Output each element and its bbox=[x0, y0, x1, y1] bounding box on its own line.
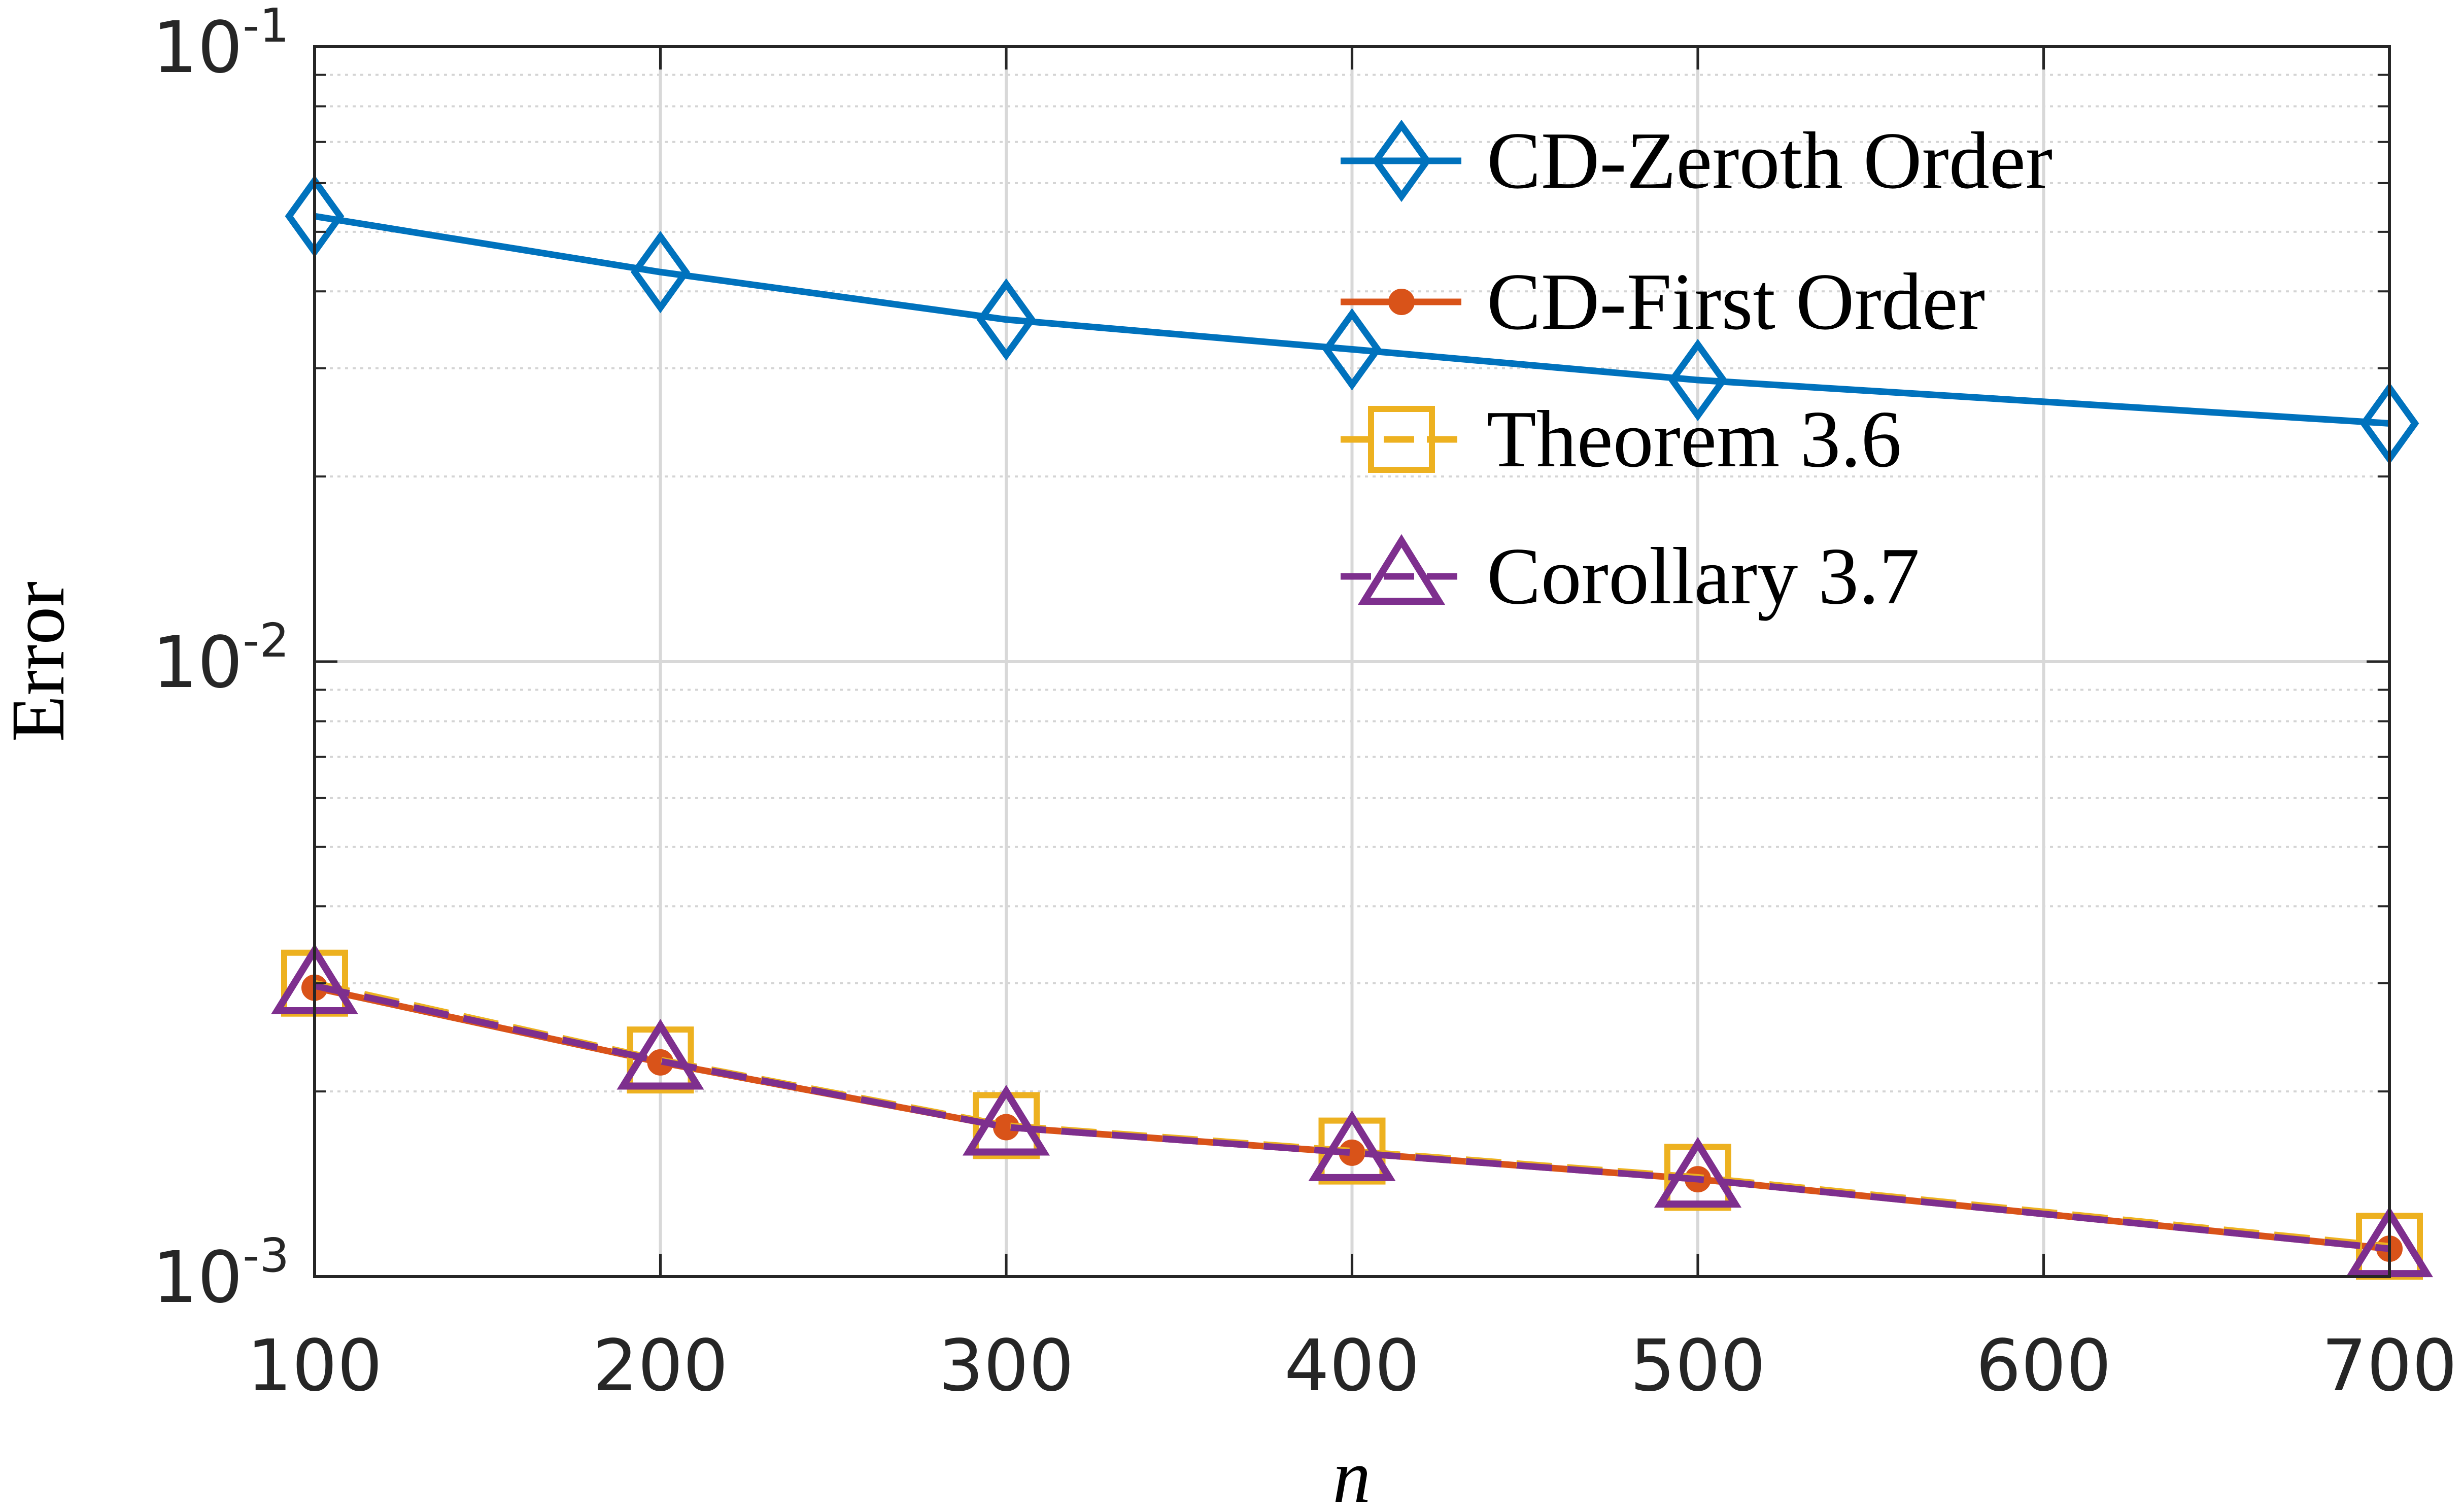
grid bbox=[315, 47, 2389, 1277]
triangle-marker bbox=[1357, 534, 1446, 605]
legend-label: Corollary 3.7 bbox=[1487, 531, 1920, 621]
x-tick-label: 500 bbox=[1630, 1325, 1765, 1407]
legend: CD-Zeroth Order CD-First Order Theorem 3.6… bbox=[1341, 115, 2052, 621]
dot-marker bbox=[1388, 289, 1415, 315]
x-tick-label: 300 bbox=[938, 1325, 1074, 1407]
triangle-marker bbox=[1654, 1137, 1742, 1208]
diamond-marker bbox=[976, 278, 1036, 361]
x-tick-label: 100 bbox=[247, 1325, 382, 1407]
square-marker bbox=[1368, 406, 1435, 473]
triangle-marker bbox=[617, 1019, 704, 1090]
legend-label: CD-Zeroth Order bbox=[1487, 115, 2052, 205]
y-tick-label: 10-1 bbox=[152, 0, 289, 89]
x-tick-label: 400 bbox=[1284, 1325, 1420, 1407]
legend-label: Theorem 3.6 bbox=[1487, 394, 1902, 484]
x-tick-label: 200 bbox=[593, 1325, 728, 1407]
series-layer bbox=[270, 175, 2434, 1280]
series-line bbox=[314, 982, 2390, 1252]
y-tick-label: 10-2 bbox=[152, 613, 289, 704]
series-line bbox=[314, 213, 2390, 427]
legend-label: CD-First Order bbox=[1487, 256, 1985, 347]
y-tick-label: 10-3 bbox=[152, 1228, 289, 1319]
x-tick-label: 600 bbox=[1976, 1325, 2111, 1407]
diamond-marker bbox=[1372, 119, 1431, 202]
y-axis-label: Error bbox=[0, 581, 80, 742]
triangle-marker bbox=[1308, 1110, 1396, 1181]
triangle-marker bbox=[962, 1085, 1050, 1156]
diamond-marker bbox=[1668, 338, 1728, 422]
diamond-marker bbox=[631, 231, 690, 314]
x-axis-label: n bbox=[1333, 1434, 1371, 1512]
x-tick-label: 700 bbox=[2321, 1325, 2457, 1407]
diamond-marker bbox=[1322, 308, 1382, 391]
